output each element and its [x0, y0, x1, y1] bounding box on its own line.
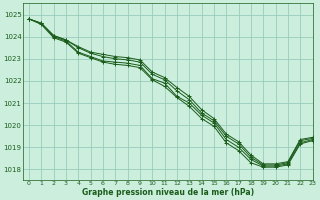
X-axis label: Graphe pression niveau de la mer (hPa): Graphe pression niveau de la mer (hPa) — [82, 188, 254, 197]
